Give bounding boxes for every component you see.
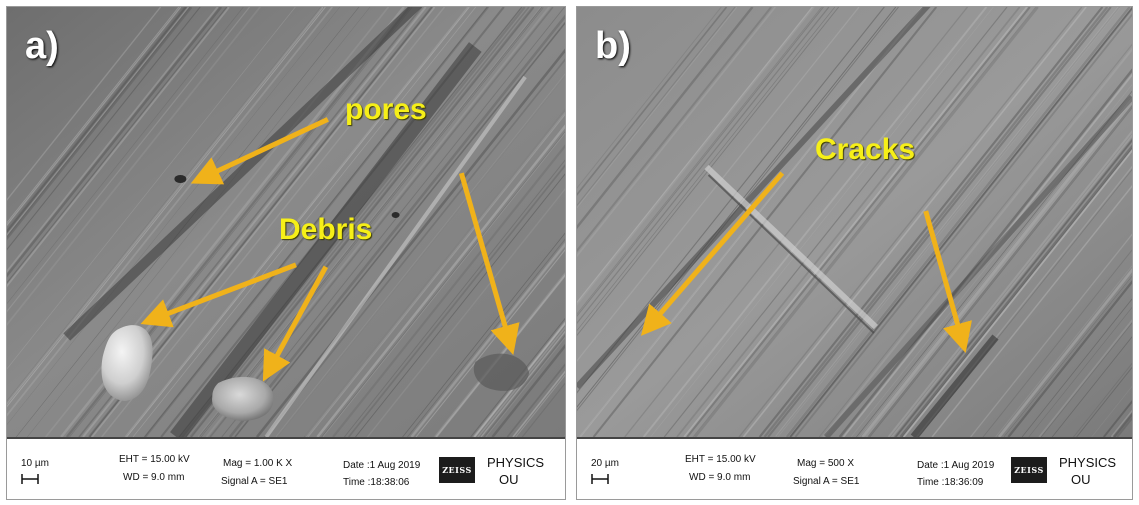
mag-readout: Mag = 500 X [797,458,854,469]
pore [174,175,187,183]
pitted-region [473,353,530,391]
institution-line2: OU [499,472,519,487]
sem-micrograph-b [577,7,1132,437]
scale-label: 20 µm [591,458,619,469]
scale-label: 10 µm [21,458,49,469]
institution-line2: OU [1071,472,1091,487]
institution-line1: PHYSICS [487,455,545,470]
scale-bar-icon [591,474,609,484]
eht-readout: EHT = 15.00 kV [685,454,756,465]
sem-data-bar: 20 µm EHT = 15.00 kV WD = 9.0 mm Mag = 5… [577,437,1132,499]
zeiss-logo: ZEISS [1011,457,1047,483]
debris-particle [212,376,274,421]
debris-label: Debris [279,213,373,246]
signal-readout: Signal A = SE1 [793,476,860,487]
pores-label: pores [345,93,427,126]
panel-label: b) [595,25,631,67]
date-readout: Date :1 Aug 2019 [343,460,421,471]
mag-readout: Mag = 1.00 K X [223,458,293,469]
wd-readout: WD = 9.0 mm [689,472,751,483]
pore [391,212,400,218]
panel-label: a) [25,25,59,67]
debris-particle [101,325,153,401]
zeiss-logo: ZEISS [439,457,475,483]
eht-readout: EHT = 15.00 kV [119,454,190,465]
sem-panel-a: a) pores Debris 10 µm EHT = 15.00 kV WD … [6,6,566,500]
signal-readout: Signal A = SE1 [221,476,288,487]
time-readout: Time :18:36:09 [917,477,984,488]
wd-readout: WD = 9.0 mm [123,472,185,483]
sem-panel-b: b) Cracks 20 µm EHT = 15.00 kV WD = 9.0 … [576,6,1133,500]
time-readout: Time :18:38:06 [343,477,410,488]
crack-region [910,334,999,437]
cracks-label: Cracks [815,133,916,166]
sem-data-bar: 10 µm EHT = 15.00 kV WD = 9.0 mm Mag = 1… [7,437,565,499]
scale-bar-icon [21,474,39,484]
date-readout: Date :1 Aug 2019 [917,460,995,471]
institution-line1: PHYSICS [1059,455,1117,470]
